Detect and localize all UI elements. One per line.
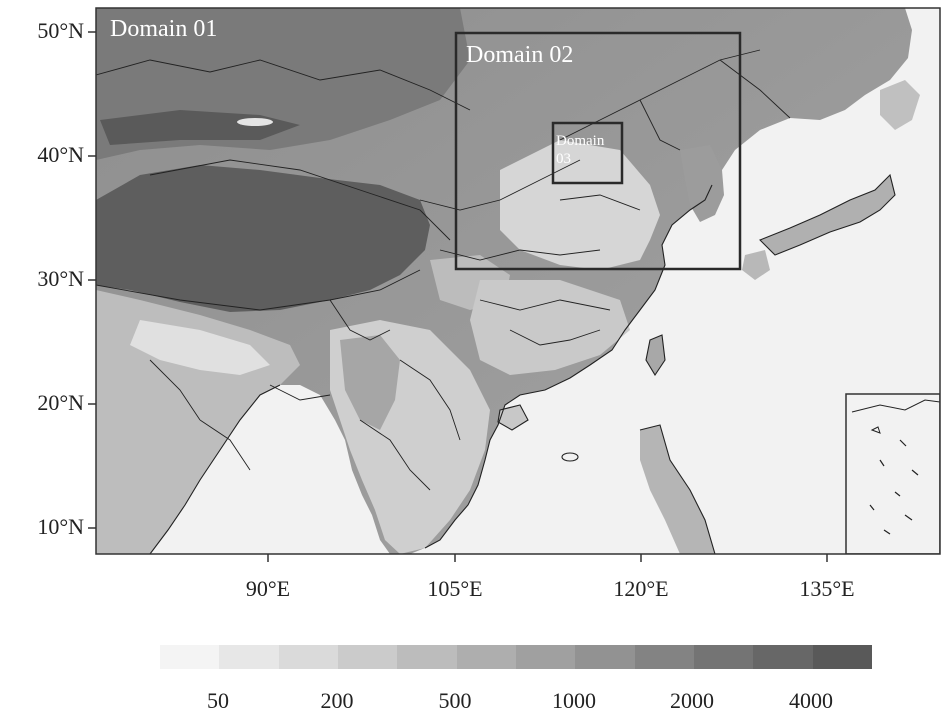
south-china-hills — [470, 280, 630, 375]
boundary-lines — [96, 49, 791, 491]
korean-peninsula — [680, 145, 724, 222]
japan-hokkaido — [880, 80, 920, 130]
legend-swatch-8 — [575, 645, 635, 669]
japan-kyushu — [742, 250, 770, 280]
domain-03-box — [551, 121, 624, 185]
terrain-layer — [96, 8, 940, 554]
domain-02-label: Domain 02 — [466, 42, 574, 68]
legend-label-200: 200 — [320, 688, 354, 713]
legend-swatch-2 — [219, 645, 279, 669]
lat-label-10n: 10°N — [37, 514, 84, 539]
hainan — [498, 405, 528, 430]
legend-swatch-6 — [456, 645, 516, 669]
snow-peak — [237, 118, 273, 126]
legend-swatch-12 — [812, 645, 872, 669]
legend-swatch-4 — [337, 645, 398, 669]
legend-label-50: 50 — [207, 688, 229, 713]
domain-03-label-line2: 03 — [556, 151, 571, 167]
legend-swatch-11 — [753, 645, 813, 669]
gangetic-plain — [130, 320, 270, 375]
south-china-sea-inset — [845, 393, 940, 554]
domain-03-label-line1: Domain — [556, 133, 605, 149]
lon-label-120e: 120°E — [613, 576, 669, 601]
lat-label-30n: 30°N — [37, 266, 84, 291]
indochina-highlands — [340, 335, 400, 430]
lat-label-20n: 20°N — [37, 390, 84, 415]
legend-swatch-5 — [397, 645, 457, 669]
domain-02-box — [454, 31, 742, 271]
lon-label-135e: 135°E — [799, 576, 855, 601]
coastlines — [149, 173, 896, 554]
legend-swatch-1 — [160, 645, 220, 669]
taiwan — [646, 335, 665, 375]
legend-swatch-9 — [634, 645, 694, 669]
legend-label-1000: 1000 — [552, 688, 596, 713]
lon-label-90e: 90°E — [245, 576, 291, 601]
domain-01-label: Domain 01 — [110, 16, 218, 42]
legend-label-2000: 2000 — [670, 688, 714, 713]
legend-label-4000: 4000 — [789, 688, 833, 713]
philippines — [640, 425, 715, 554]
lon-label-105e: 105°E — [427, 576, 483, 601]
lat-label-50n: 50°N — [37, 18, 84, 43]
axis-ticks — [88, 31, 828, 562]
map-frame — [95, 7, 941, 555]
tibetan-plateau — [96, 165, 430, 312]
legend-swatch-10 — [693, 645, 754, 669]
domain-03-label: Domain 03 — [556, 132, 604, 168]
legend-swatch-7 — [515, 645, 576, 669]
east-china-plain — [500, 140, 660, 270]
japan-honshu — [760, 175, 895, 255]
legend-label-500: 500 — [438, 688, 472, 713]
lat-label-40n: 40°N — [37, 142, 84, 167]
legend-swatch-3 — [278, 645, 338, 669]
elevation-color-bar — [160, 645, 872, 669]
